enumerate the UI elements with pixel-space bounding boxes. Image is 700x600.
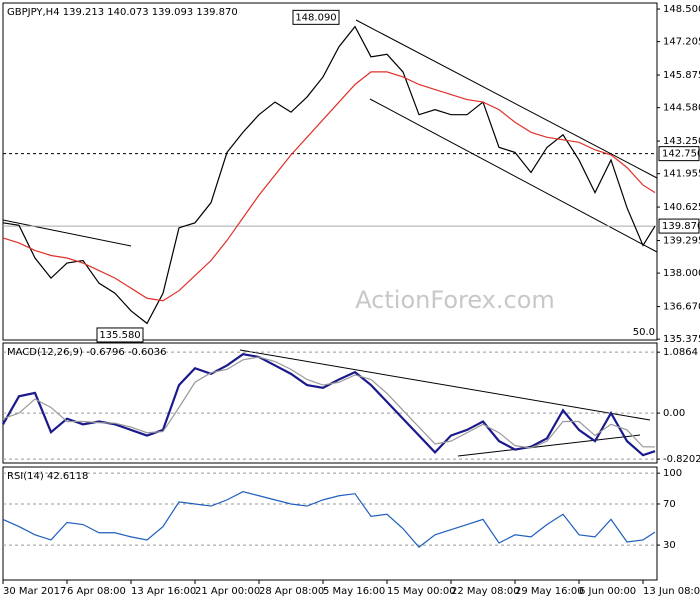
- y-tick-label: 140.625: [663, 202, 700, 213]
- x-tick-label: 13 Apr 16:00: [131, 586, 196, 597]
- panel-title: GBPJPY,H4 139.213 140.073 139.093 139.87…: [7, 7, 238, 18]
- y-tick-label: -0.8202: [663, 454, 700, 465]
- panel-title: MACD(12,26,9) -0.6796 -0.6036: [7, 347, 167, 358]
- series-line: [2, 25, 656, 325]
- series-line: [2, 356, 656, 449]
- low-label: 135.580: [99, 330, 140, 341]
- y-tick-label: 145.875: [663, 70, 700, 81]
- y-tick-label: 143.250: [663, 136, 700, 147]
- x-tick-label: 5 May 16:00: [323, 586, 385, 597]
- current-label: 139.870: [662, 221, 700, 232]
- x-tick-label: 22 May 08:00: [451, 586, 520, 597]
- watermark: ActionForex.com: [355, 286, 555, 314]
- y-tick-label: 141.955: [663, 169, 700, 180]
- series-line: [2, 71, 656, 302]
- y-tick-label: 148.500: [663, 4, 700, 15]
- price-panel: [2, 2, 658, 341]
- y-tick-label: 138.000: [663, 268, 700, 279]
- y-tick-label: 70: [663, 499, 676, 510]
- x-tick-label: 30 Mar 2017: [3, 586, 66, 597]
- macd-panel: [2, 342, 658, 464]
- trendline: [2, 219, 132, 247]
- y-tick-label: 100: [663, 468, 682, 479]
- series-line: [2, 491, 656, 548]
- fib-label: 50.0: [633, 327, 655, 338]
- level-box: [658, 146, 700, 162]
- rsi-panel: [2, 466, 658, 581]
- panel-title: RSI(14) 42.6118: [7, 471, 88, 482]
- y-tick-label: 139.295: [663, 236, 700, 247]
- x-tick-label: 28 Apr 08:00: [259, 586, 324, 597]
- x-tick-label: 6 Jun 00:00: [579, 586, 636, 597]
- x-tick-label: 21 Apr 00:00: [195, 586, 260, 597]
- channel-top: [355, 19, 658, 179]
- y-tick-label: 136.670: [663, 302, 700, 313]
- y-tick-label: 144.580: [663, 103, 700, 114]
- current-box: [658, 218, 700, 234]
- y-tick-label: 0.00: [663, 408, 685, 419]
- x-tick-label: 13 Jun 08:00: [643, 586, 700, 597]
- high-label: 148.090: [295, 12, 336, 23]
- x-tick-label: 6 Apr 08:00: [67, 586, 126, 597]
- low-box: [96, 327, 144, 343]
- y-tick-label: 147.205: [663, 37, 700, 48]
- y-tick-label: 30: [663, 540, 676, 551]
- x-tick-label: 15 May 00:00: [387, 586, 456, 597]
- level-label: 142.750: [662, 149, 700, 160]
- macd-trendline: [457, 434, 641, 457]
- x-tick-label: 29 May 16:00: [515, 586, 584, 597]
- macd-trendline: [239, 349, 651, 421]
- y-tick-label: 1.0864: [663, 347, 698, 358]
- y-tick-label: 135.375: [663, 334, 700, 345]
- high-box: [292, 9, 340, 25]
